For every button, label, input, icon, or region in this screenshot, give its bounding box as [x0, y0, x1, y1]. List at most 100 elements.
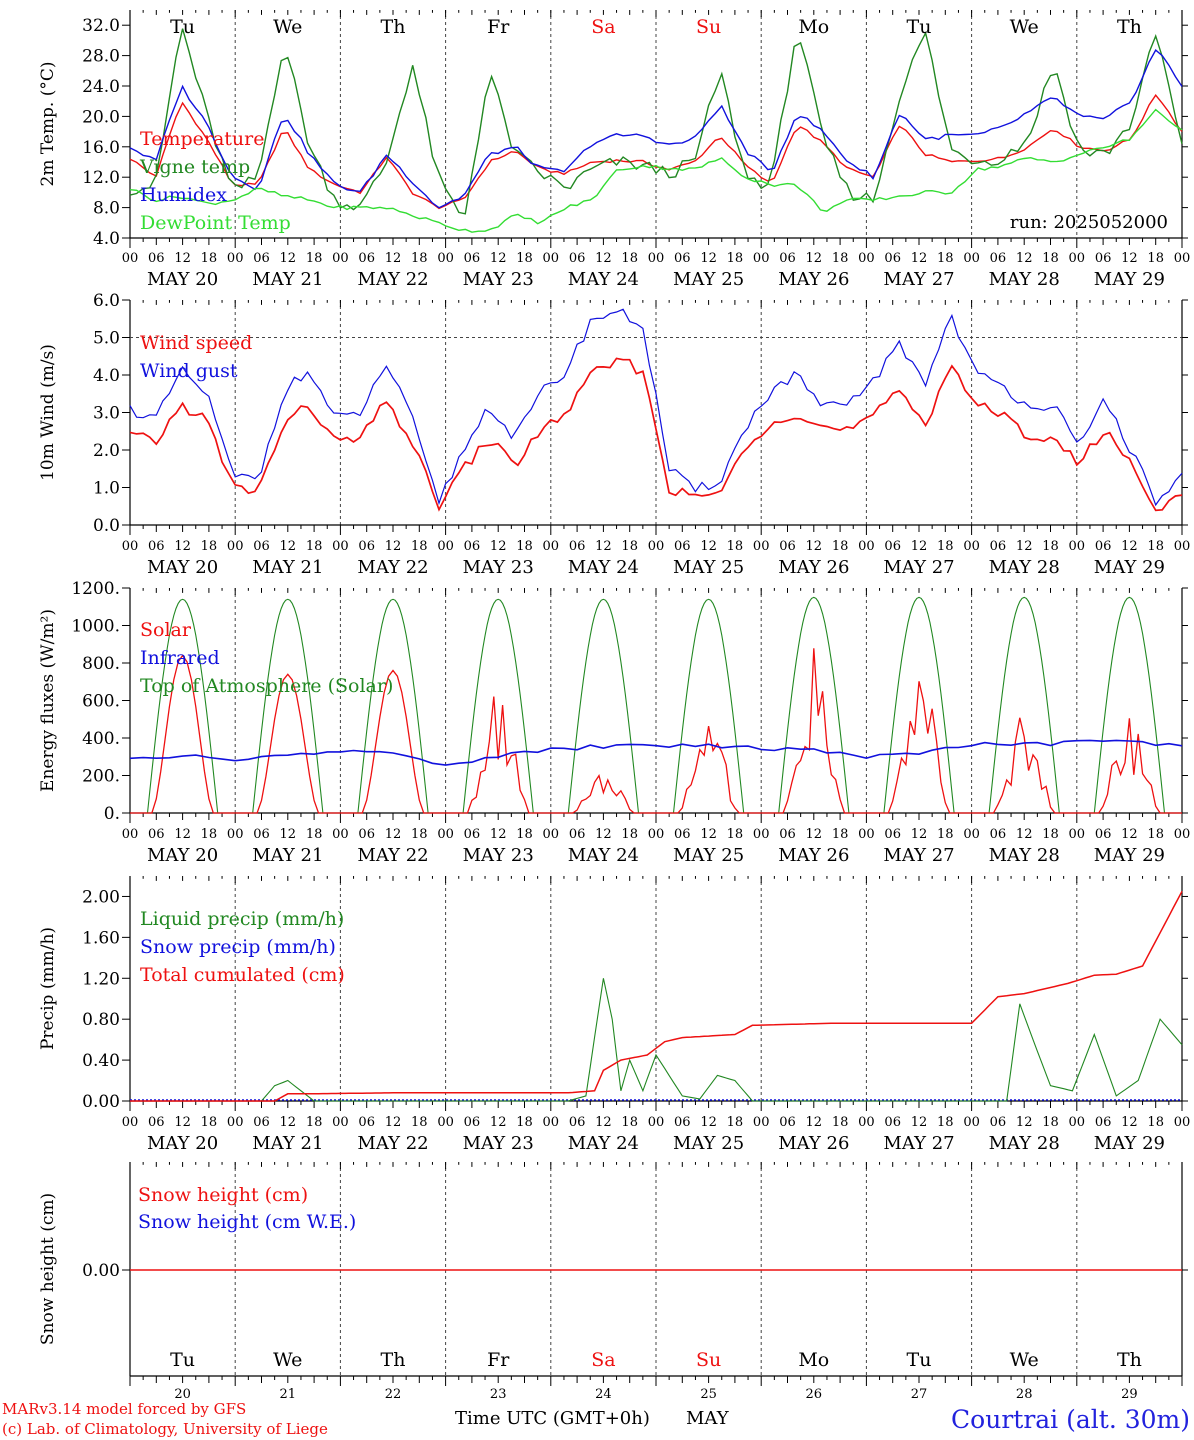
- y-tick-label: 1.0: [93, 479, 120, 499]
- x-hour-label: 12: [1016, 1115, 1033, 1130]
- x-hour-label: 00: [753, 827, 770, 842]
- x-hour-label: 18: [411, 539, 428, 554]
- x-date-label: MAY 28: [989, 557, 1060, 578]
- x-hour-label: 06: [569, 251, 586, 266]
- x-hour-label: 12: [911, 539, 928, 554]
- legend-entry: Temperature: [140, 128, 264, 150]
- y-tick-label: 1200.: [71, 579, 120, 599]
- legend-entry: Snow precip (mm/h): [140, 936, 336, 958]
- x-hour-label: 00: [332, 827, 349, 842]
- series-dewpoint-temp: [129, 108, 1183, 233]
- legend-entry: DewPoint Temp: [140, 212, 291, 234]
- x-date-label: MAY 26: [778, 845, 849, 866]
- x-hour-label: 00: [753, 251, 770, 266]
- weekday-label: Tu: [907, 1349, 932, 1371]
- x-hour-label: 12: [700, 251, 717, 266]
- x-hour-label: 18: [727, 1115, 744, 1130]
- weekday-label: Mo: [798, 16, 829, 38]
- x-hour-label: 06: [464, 1115, 481, 1130]
- x-hour-label: 12: [806, 251, 823, 266]
- x-date-label: MAY 25: [673, 557, 744, 578]
- series-solar: [130, 648, 1182, 814]
- x-date-label: MAY 24: [568, 845, 639, 866]
- x-hour-label: 00: [963, 539, 980, 554]
- x-hour-label: 00: [122, 251, 139, 266]
- x-date-label: MAY 25: [673, 845, 744, 866]
- legend-entry: Snow height (cm): [138, 1184, 308, 1206]
- x-date-label: MAY 20: [147, 1133, 218, 1154]
- y-axis-label: 2m Temp. (°C): [38, 61, 58, 186]
- weekday-label: Sa: [591, 1349, 615, 1371]
- x-hour-label: 06: [884, 1115, 901, 1130]
- series-vigne-temp: [129, 28, 1183, 215]
- legend-entry: Wind gust: [140, 360, 238, 382]
- y-tick-label: 20.0: [82, 107, 120, 127]
- x-hour-label: 12: [595, 827, 612, 842]
- x-hour-label: 06: [990, 827, 1007, 842]
- x-date-label: MAY 27: [883, 269, 954, 290]
- y-tick-label: 8.0: [93, 199, 120, 219]
- x-date-label: MAY 21: [252, 1133, 323, 1154]
- x-hour-label: 12: [911, 251, 928, 266]
- x-hour-label: 12: [1121, 827, 1138, 842]
- x-date-label: MAY 28: [989, 1133, 1060, 1154]
- x-hour-label: 06: [674, 539, 691, 554]
- x-date-label: MAY 29: [1094, 845, 1165, 866]
- y-tick-label: 0.: [104, 804, 120, 824]
- x-hour-label: 06: [569, 827, 586, 842]
- series-wind-gust: [129, 308, 1183, 507]
- run-annotation: run: 2025052000: [1010, 212, 1168, 233]
- x-hour-label: 00: [437, 539, 454, 554]
- x-hour-label: 12: [174, 827, 191, 842]
- weekday-label: We: [273, 1349, 302, 1371]
- y-axis-label: 10m Wind (m/s): [38, 344, 58, 481]
- x-hour-label: 18: [832, 251, 849, 266]
- x-hour-label: 12: [911, 827, 928, 842]
- weekday-label: Fr: [487, 16, 510, 38]
- x-hour-label: 06: [148, 251, 165, 266]
- weekday-label: We: [1010, 16, 1039, 38]
- x-hour-label: 18: [832, 539, 849, 554]
- x-hour-label: 00: [332, 251, 349, 266]
- x-date-label: MAY 23: [463, 845, 534, 866]
- x-hour-label: 06: [464, 539, 481, 554]
- x-hour-label: 18: [832, 1115, 849, 1130]
- weekday-label: Tu: [907, 16, 932, 38]
- x-hour-label: 00: [122, 827, 139, 842]
- x-hour-label: 06: [358, 1115, 375, 1130]
- x-hour-label: 18: [411, 1115, 428, 1130]
- x-hour-label: 18: [306, 827, 323, 842]
- x-hour-label: 00: [543, 827, 560, 842]
- x-hour-label: 18: [937, 251, 954, 266]
- x-date-label: MAY 29: [1094, 557, 1165, 578]
- x-hour-label: 00: [122, 1115, 139, 1130]
- x-hour-label: 12: [1121, 539, 1138, 554]
- station-label: Courtrai (alt. 30m): [951, 1405, 1190, 1434]
- weekday-label: Th: [1117, 1349, 1142, 1371]
- legend-entry: Infrared: [140, 647, 220, 669]
- x-hour-label: 12: [174, 539, 191, 554]
- x-hour-label: 06: [253, 539, 270, 554]
- y-tick-label: 6.0: [93, 291, 120, 311]
- x-hour-label: 06: [253, 251, 270, 266]
- x-hour-label: 12: [280, 251, 297, 266]
- x-hour-label: 00: [858, 827, 875, 842]
- x-hour-label: 12: [1121, 251, 1138, 266]
- y-tick-label: 28.0: [82, 47, 120, 67]
- x-hour-label: 00: [543, 1115, 560, 1130]
- day-number-label: 28: [1016, 1387, 1033, 1402]
- x-hour-label: 06: [674, 251, 691, 266]
- x-hour-label: 18: [306, 539, 323, 554]
- x-hour-label: 18: [1147, 539, 1164, 554]
- weekday-label: Su: [696, 1349, 721, 1371]
- y-tick-label: 0.00: [82, 1261, 120, 1281]
- x-hour-label: 18: [621, 539, 638, 554]
- y-tick-label: 1000.: [71, 617, 120, 637]
- x-date-label: MAY 24: [568, 557, 639, 578]
- x-hour-label: 00: [648, 251, 665, 266]
- x-hour-label: 18: [516, 539, 533, 554]
- x-hour-label: 12: [490, 539, 507, 554]
- temperature-panel: 4.0 8.0 12.0 16.0 20.0 24.0 28.0 32.0 2m Temp. (…: [38, 10, 1190, 290]
- day-number-label: 21: [280, 1387, 297, 1402]
- x-hour-label: 06: [1095, 539, 1112, 554]
